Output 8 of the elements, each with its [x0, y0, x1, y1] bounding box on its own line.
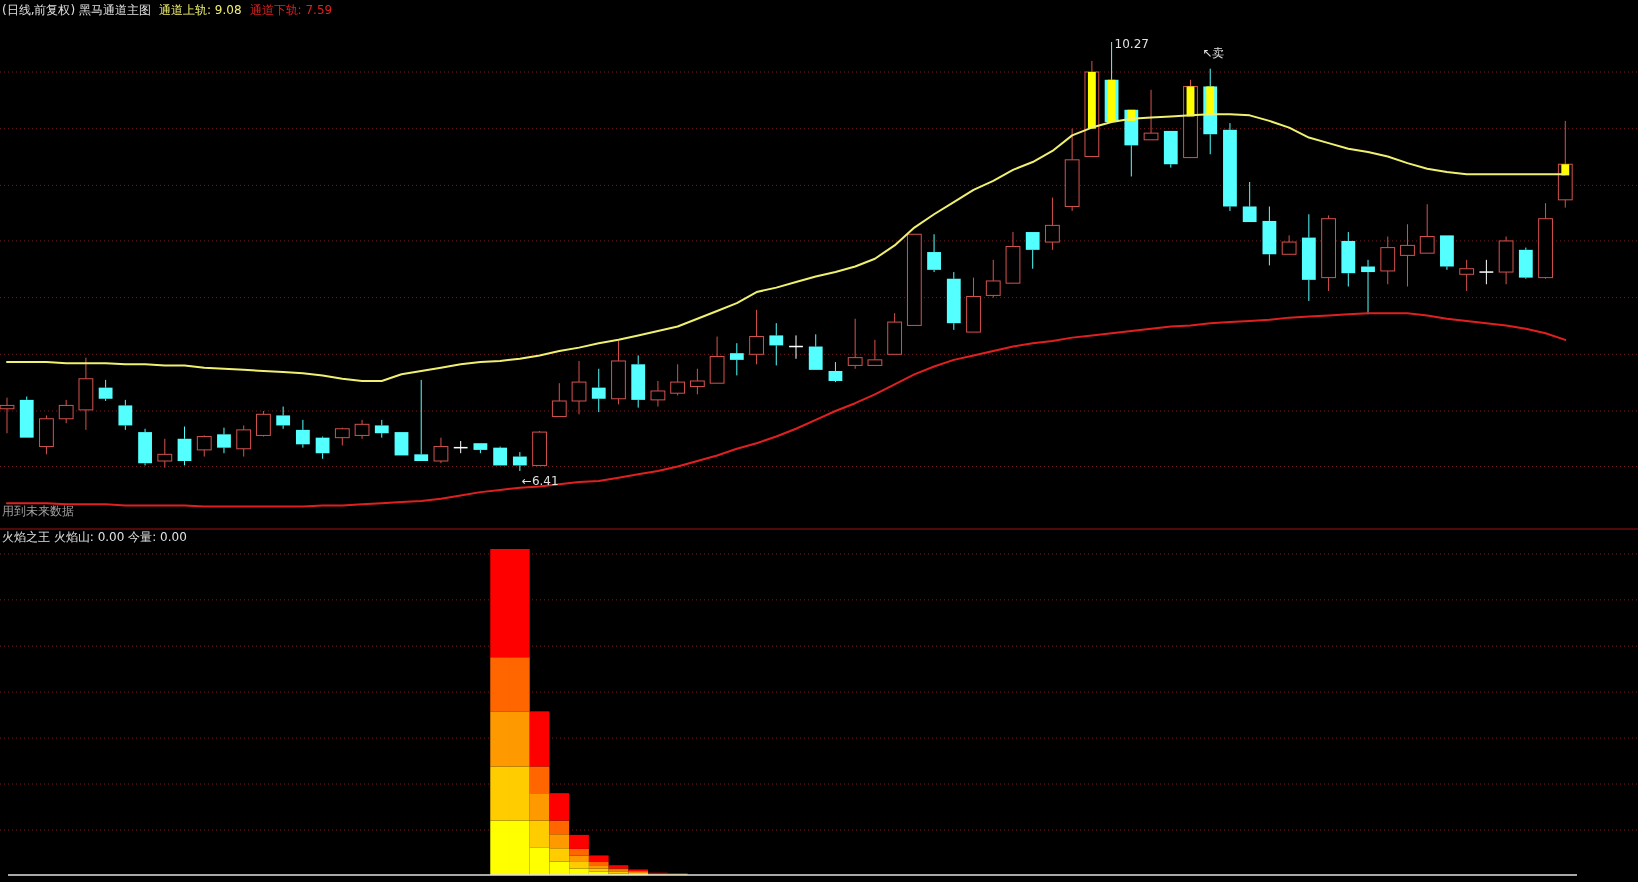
text: ←6.41	[521, 474, 559, 488]
text: 用到未来数据	[2, 504, 74, 518]
text: 通道下轨: 7.59	[249, 3, 333, 17]
annotation: ↖卖	[1202, 45, 1225, 60]
chart-title: 火焰之王 火焰山: 0.00 今量: 0.00	[2, 530, 187, 544]
annotation: 10.27	[1114, 37, 1149, 51]
text: 通道上轨: 9.08	[159, 3, 242, 17]
chart-title: (日线,前复权) 黑马通道主图	[2, 3, 151, 17]
